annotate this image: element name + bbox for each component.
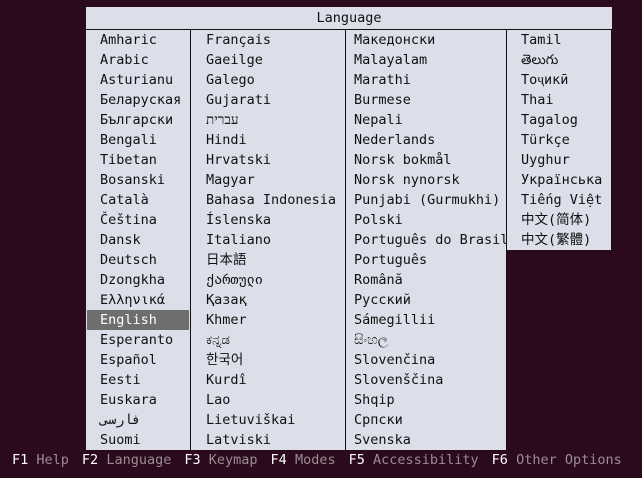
- language-option[interactable]: עברית: [206, 112, 239, 128]
- language-column-4: Tamil తెలుగు Тоҷикӣ Thai Tagalog Türkçe Uyghur…: [507, 30, 612, 250]
- language-option[interactable]: Uyghur: [521, 152, 570, 168]
- language-column-2: Français Gaeilge Galego Gujarati עברית Hindi H…: [191, 30, 346, 450]
- language-option[interactable]: Hrvatski: [206, 152, 272, 168]
- language-option[interactable]: Khmer: [206, 312, 247, 328]
- function-key-f5[interactable]: F5: [348, 452, 365, 468]
- function-key-label[interactable]: Accessibility: [373, 452, 479, 468]
- language-option[interactable]: Tiếng Việt: [521, 192, 603, 208]
- language-option[interactable]: Svenska: [354, 432, 411, 448]
- language-option[interactable]: Македонски: [354, 32, 436, 48]
- language-option[interactable]: සිංහල: [354, 332, 389, 348]
- language-option[interactable]: Norsk bokmål: [354, 152, 452, 168]
- language-option[interactable]: Íslenska: [206, 212, 272, 228]
- language-option[interactable]: Français: [206, 32, 272, 48]
- language-column-1: Amharic Arabic Asturianu Беларуская Българск…: [86, 30, 191, 450]
- language-option[interactable]: Punjabi (Gurmukhi): [354, 192, 501, 208]
- language-option[interactable]: Kurdî: [206, 372, 247, 388]
- function-key-label[interactable]: Language: [106, 452, 172, 468]
- language-option[interactable]: ಕನ್ನಡ: [206, 332, 231, 348]
- language-option[interactable]: Arabic: [100, 52, 149, 68]
- language-option[interactable]: Lao: [206, 392, 231, 408]
- language-option[interactable]: Tagalog: [521, 112, 578, 128]
- language-option[interactable]: Esperanto: [100, 332, 174, 348]
- language-option[interactable]: English: [87, 310, 189, 330]
- language-option[interactable]: Español: [100, 352, 157, 368]
- language-option[interactable]: Lietuviškai: [206, 412, 296, 428]
- language-option[interactable]: Čeština: [100, 212, 157, 228]
- language-option[interactable]: Eesti: [100, 372, 141, 388]
- language-option[interactable]: Euskara: [100, 392, 157, 408]
- function-key-label[interactable]: Keymap: [208, 452, 258, 468]
- language-option[interactable]: Română: [354, 272, 403, 288]
- language-option[interactable]: Português do Brasil: [354, 232, 509, 248]
- language-option[interactable]: Български: [100, 112, 174, 128]
- language-dialog: Language Amharic Arabic Asturianu Беларуска…: [86, 7, 612, 450]
- language-option[interactable]: 中文(繁體): [521, 232, 592, 248]
- language-option[interactable]: Asturianu: [100, 72, 174, 88]
- language-option[interactable]: Русский: [354, 292, 411, 308]
- language-option[interactable]: Polski: [354, 212, 403, 228]
- language-option[interactable]: Thai: [521, 92, 554, 108]
- language-option[interactable]: 日本語: [206, 252, 247, 268]
- language-option[interactable]: Tamil: [521, 32, 562, 48]
- language-option[interactable]: Dzongkha: [100, 272, 166, 288]
- language-option[interactable]: فارسی: [100, 412, 141, 428]
- language-option[interactable]: Sámegillii: [354, 312, 436, 328]
- language-option[interactable]: Shqip: [354, 392, 395, 408]
- language-option[interactable]: Slovenščina: [354, 372, 444, 388]
- language-option[interactable]: Deutsch: [100, 252, 157, 268]
- language-option[interactable]: Nepali: [354, 112, 403, 128]
- language-option[interactable]: Tibetan: [100, 152, 157, 168]
- language-option[interactable]: Català: [100, 192, 149, 208]
- language-option[interactable]: Türkçe: [521, 132, 570, 148]
- language-option[interactable]: తెలుగు: [521, 52, 559, 68]
- language-option[interactable]: Bosanski: [100, 172, 166, 188]
- language-option[interactable]: Slovenčina: [354, 352, 436, 368]
- language-column-3: Македонски Malayalam Marathi Burmese Nepali N…: [346, 30, 509, 450]
- function-key-label[interactable]: Other Options: [516, 452, 622, 468]
- language-option[interactable]: Ελληνικά: [100, 292, 166, 308]
- language-option[interactable]: Magyar: [206, 172, 255, 188]
- language-option[interactable]: Malayalam: [354, 52, 428, 68]
- function-key-f6[interactable]: F6: [491, 452, 508, 468]
- language-option[interactable]: Беларуская: [100, 92, 182, 108]
- language-option[interactable]: Português: [354, 252, 428, 268]
- language-option[interactable]: Marathi: [354, 72, 411, 88]
- language-option[interactable]: Тоҷикӣ: [521, 72, 569, 88]
- function-key-bar: F1 Help F2 Language F3 Keymap F4 Modes F5 Ac…: [12, 451, 635, 469]
- language-option[interactable]: Українська: [521, 172, 603, 188]
- language-option[interactable]: Norsk nynorsk: [354, 172, 460, 188]
- language-option[interactable]: 한국어: [206, 352, 244, 368]
- language-option[interactable]: ქართული: [206, 272, 263, 288]
- language-option[interactable]: Dansk: [100, 232, 141, 248]
- function-key-f3[interactable]: F3: [184, 452, 201, 468]
- language-option[interactable]: Gaeilge: [206, 52, 263, 68]
- dialog-title: Language: [86, 7, 612, 30]
- function-key-f4[interactable]: F4: [270, 452, 287, 468]
- language-option[interactable]: Suomi: [100, 432, 141, 448]
- language-option[interactable]: Latviski: [206, 432, 272, 448]
- language-option[interactable]: Burmese: [354, 92, 411, 108]
- language-option[interactable]: Nederlands: [354, 132, 436, 148]
- function-key-f1[interactable]: F1: [12, 452, 29, 468]
- language-option[interactable]: Қазақ: [206, 292, 247, 308]
- language-option[interactable]: Српски: [354, 412, 403, 428]
- function-key-label[interactable]: Help: [36, 452, 69, 468]
- language-option[interactable]: Amharic: [100, 32, 157, 48]
- function-key-label[interactable]: Modes: [294, 452, 336, 468]
- language-option[interactable]: Italiano: [206, 232, 272, 248]
- language-option[interactable]: Bengali: [100, 132, 157, 148]
- function-key-f2[interactable]: F2: [81, 452, 99, 468]
- language-option[interactable]: 中文(简体): [521, 212, 592, 228]
- language-option[interactable]: Bahasa Indonesia: [206, 192, 337, 208]
- language-option[interactable]: Hindi: [206, 132, 247, 148]
- language-option[interactable]: Gujarati: [206, 92, 272, 108]
- language-option[interactable]: Galego: [206, 72, 255, 88]
